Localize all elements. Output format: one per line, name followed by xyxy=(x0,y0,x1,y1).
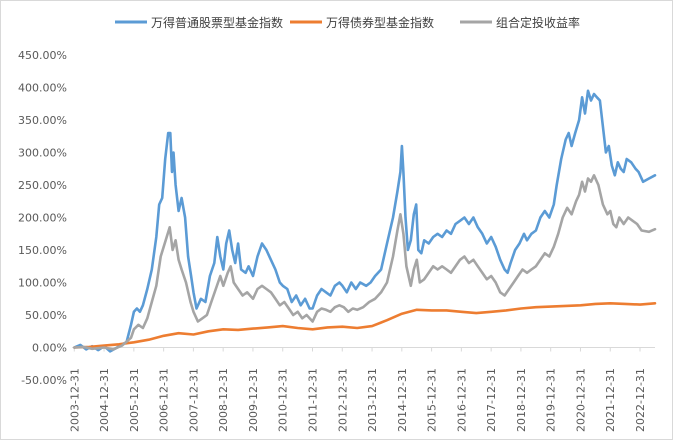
x-tick-label: 2008-12-31 xyxy=(217,368,230,432)
y-tick-label: -50.00% xyxy=(21,374,67,387)
x-tick-label: 2017-12-31 xyxy=(485,368,498,432)
x-tick-label: 2014-12-31 xyxy=(396,368,409,432)
x-tick-label: 2011-12-31 xyxy=(306,368,319,432)
plot-area xyxy=(73,89,657,353)
y-tick-label: 350.00% xyxy=(18,114,67,127)
x-tick-label: 2019-12-31 xyxy=(545,368,558,432)
y-tick-label: 0.00% xyxy=(32,342,67,355)
x-axis: 2003-12-31 2004-12-31 2005-12-31 2006-12-31… xyxy=(68,347,655,432)
x-tick-label: 2004-12-31 xyxy=(98,368,111,432)
x-tick-label: 2020-12-31 xyxy=(574,368,587,432)
y-tick-label: 100.00% xyxy=(18,277,67,290)
series-line-1 xyxy=(73,89,657,353)
legend-label-3: 组合定投收益率 xyxy=(496,15,580,30)
y-tick-label: 450.00% xyxy=(18,49,67,62)
x-tick-label: 2015-12-31 xyxy=(426,368,439,432)
x-tick-label: 2009-12-31 xyxy=(247,368,260,432)
x-tick-label: 2005-12-31 xyxy=(128,368,141,432)
x-tick-label: 2018-12-31 xyxy=(515,368,528,432)
series-line-3 xyxy=(73,174,657,351)
y-tick-label: 250.00% xyxy=(18,179,67,192)
legend: 万得普通股票型基金指数 万得债券型基金指数 组合定投收益率 xyxy=(115,15,580,30)
y-tick-label: 200.00% xyxy=(18,212,67,225)
legend-label-2: 万得债券型基金指数 xyxy=(326,15,434,30)
series-line-2 xyxy=(73,302,657,349)
x-tick-label: 2013-12-31 xyxy=(366,368,379,432)
y-tick-label: 300.00% xyxy=(18,147,67,160)
x-tick-label: 2006-12-31 xyxy=(158,368,171,432)
y-tick-label: 150.00% xyxy=(18,244,67,257)
x-tick-label: 2021-12-31 xyxy=(604,368,617,432)
x-tick-label: 2003-12-31 xyxy=(68,368,81,432)
x-tick-label: 2022-12-31 xyxy=(634,368,647,432)
x-tick-label: 2010-12-31 xyxy=(277,368,290,432)
y-tick-label: 50.00% xyxy=(25,309,67,322)
legend-label-1: 万得普通股票型基金指数 xyxy=(151,15,283,30)
x-tick-label: 2007-12-31 xyxy=(187,368,200,432)
y-tick-label: 400.00% xyxy=(18,82,67,95)
y-axis: -50.00% 0.00% 50.00% 100.00% 150.00% 200.00% 2… xyxy=(18,49,67,387)
x-tick-label: 2012-12-31 xyxy=(336,368,349,432)
x-tick-label: 2016-12-31 xyxy=(455,368,468,432)
